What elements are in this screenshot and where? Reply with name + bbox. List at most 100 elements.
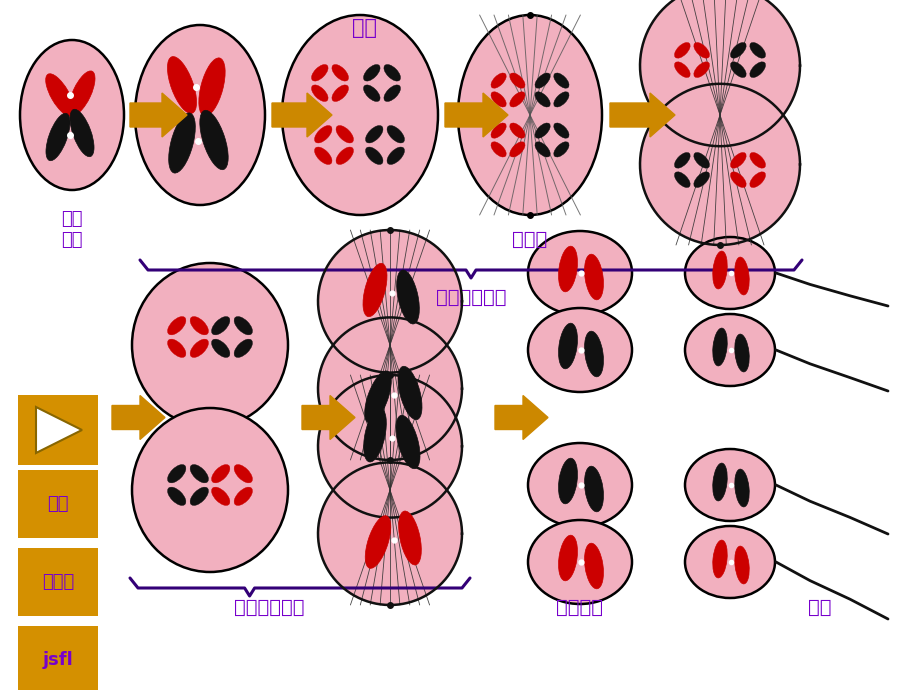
Ellipse shape (211, 464, 230, 483)
Ellipse shape (211, 339, 230, 357)
Ellipse shape (734, 546, 748, 584)
Ellipse shape (693, 152, 709, 168)
Ellipse shape (332, 64, 348, 81)
Ellipse shape (396, 270, 419, 324)
Ellipse shape (167, 317, 186, 335)
Ellipse shape (558, 535, 577, 581)
Ellipse shape (509, 123, 525, 138)
Ellipse shape (335, 126, 353, 143)
Polygon shape (272, 93, 332, 137)
Polygon shape (112, 395, 165, 440)
Ellipse shape (314, 126, 332, 143)
Text: 精原
细胞: 精原 细胞 (62, 210, 83, 249)
Ellipse shape (365, 147, 382, 164)
Ellipse shape (398, 511, 421, 565)
Polygon shape (130, 93, 187, 137)
Ellipse shape (749, 172, 765, 188)
Polygon shape (36, 407, 82, 453)
Ellipse shape (458, 15, 601, 215)
Polygon shape (494, 395, 548, 440)
Text: jsfl: jsfl (42, 651, 74, 669)
Ellipse shape (712, 463, 726, 501)
Ellipse shape (528, 231, 631, 315)
Ellipse shape (233, 487, 252, 506)
Ellipse shape (233, 339, 252, 357)
Ellipse shape (685, 237, 774, 309)
Text: 精子细胞: 精子细胞 (556, 598, 603, 617)
Ellipse shape (491, 92, 505, 107)
Text: 四分体: 四分体 (42, 573, 74, 591)
Ellipse shape (558, 246, 577, 292)
Ellipse shape (584, 331, 603, 377)
Ellipse shape (534, 73, 550, 88)
Ellipse shape (190, 464, 209, 483)
Ellipse shape (685, 314, 774, 386)
Ellipse shape (730, 172, 745, 188)
Ellipse shape (383, 85, 400, 101)
Ellipse shape (69, 71, 95, 115)
Ellipse shape (364, 371, 391, 423)
Ellipse shape (167, 464, 186, 483)
Ellipse shape (363, 264, 387, 317)
Ellipse shape (553, 141, 569, 157)
FancyBboxPatch shape (18, 470, 98, 538)
Ellipse shape (312, 85, 328, 101)
Ellipse shape (734, 257, 748, 295)
Polygon shape (301, 395, 355, 440)
Ellipse shape (131, 408, 288, 572)
Ellipse shape (509, 92, 525, 107)
Ellipse shape (730, 62, 745, 77)
Ellipse shape (398, 366, 422, 420)
Ellipse shape (534, 123, 550, 138)
Ellipse shape (167, 487, 186, 506)
Ellipse shape (363, 85, 380, 101)
Ellipse shape (131, 263, 288, 427)
Text: 四分体: 四分体 (512, 230, 547, 249)
Ellipse shape (383, 64, 400, 81)
Ellipse shape (640, 0, 800, 146)
Ellipse shape (190, 487, 209, 506)
Ellipse shape (233, 317, 252, 335)
Ellipse shape (211, 317, 230, 335)
Ellipse shape (363, 64, 380, 81)
Ellipse shape (749, 43, 765, 58)
Ellipse shape (712, 540, 726, 578)
Ellipse shape (335, 147, 353, 164)
Ellipse shape (674, 62, 689, 77)
Ellipse shape (70, 109, 94, 157)
Ellipse shape (363, 408, 386, 462)
Ellipse shape (749, 62, 765, 77)
Ellipse shape (553, 92, 569, 107)
Ellipse shape (584, 543, 603, 589)
Ellipse shape (693, 43, 709, 58)
Ellipse shape (167, 57, 197, 113)
Ellipse shape (135, 25, 265, 205)
Ellipse shape (190, 317, 209, 335)
Ellipse shape (640, 83, 800, 245)
Ellipse shape (734, 334, 748, 372)
Ellipse shape (528, 520, 631, 604)
Ellipse shape (685, 526, 774, 598)
Ellipse shape (674, 43, 689, 58)
Ellipse shape (211, 487, 230, 506)
Ellipse shape (674, 152, 689, 168)
Polygon shape (609, 93, 675, 137)
Ellipse shape (528, 308, 631, 392)
Text: 联会: 联会 (352, 18, 377, 38)
Ellipse shape (693, 172, 709, 188)
Ellipse shape (491, 123, 505, 138)
Ellipse shape (509, 73, 525, 88)
Ellipse shape (167, 339, 186, 357)
Ellipse shape (712, 328, 726, 366)
Ellipse shape (199, 58, 225, 116)
Ellipse shape (674, 172, 689, 188)
Ellipse shape (387, 147, 404, 164)
Ellipse shape (509, 141, 525, 157)
Ellipse shape (730, 43, 745, 58)
Ellipse shape (712, 251, 726, 289)
Ellipse shape (318, 375, 461, 518)
Ellipse shape (558, 458, 577, 504)
Ellipse shape (553, 73, 569, 88)
Ellipse shape (693, 62, 709, 77)
Ellipse shape (168, 113, 195, 173)
